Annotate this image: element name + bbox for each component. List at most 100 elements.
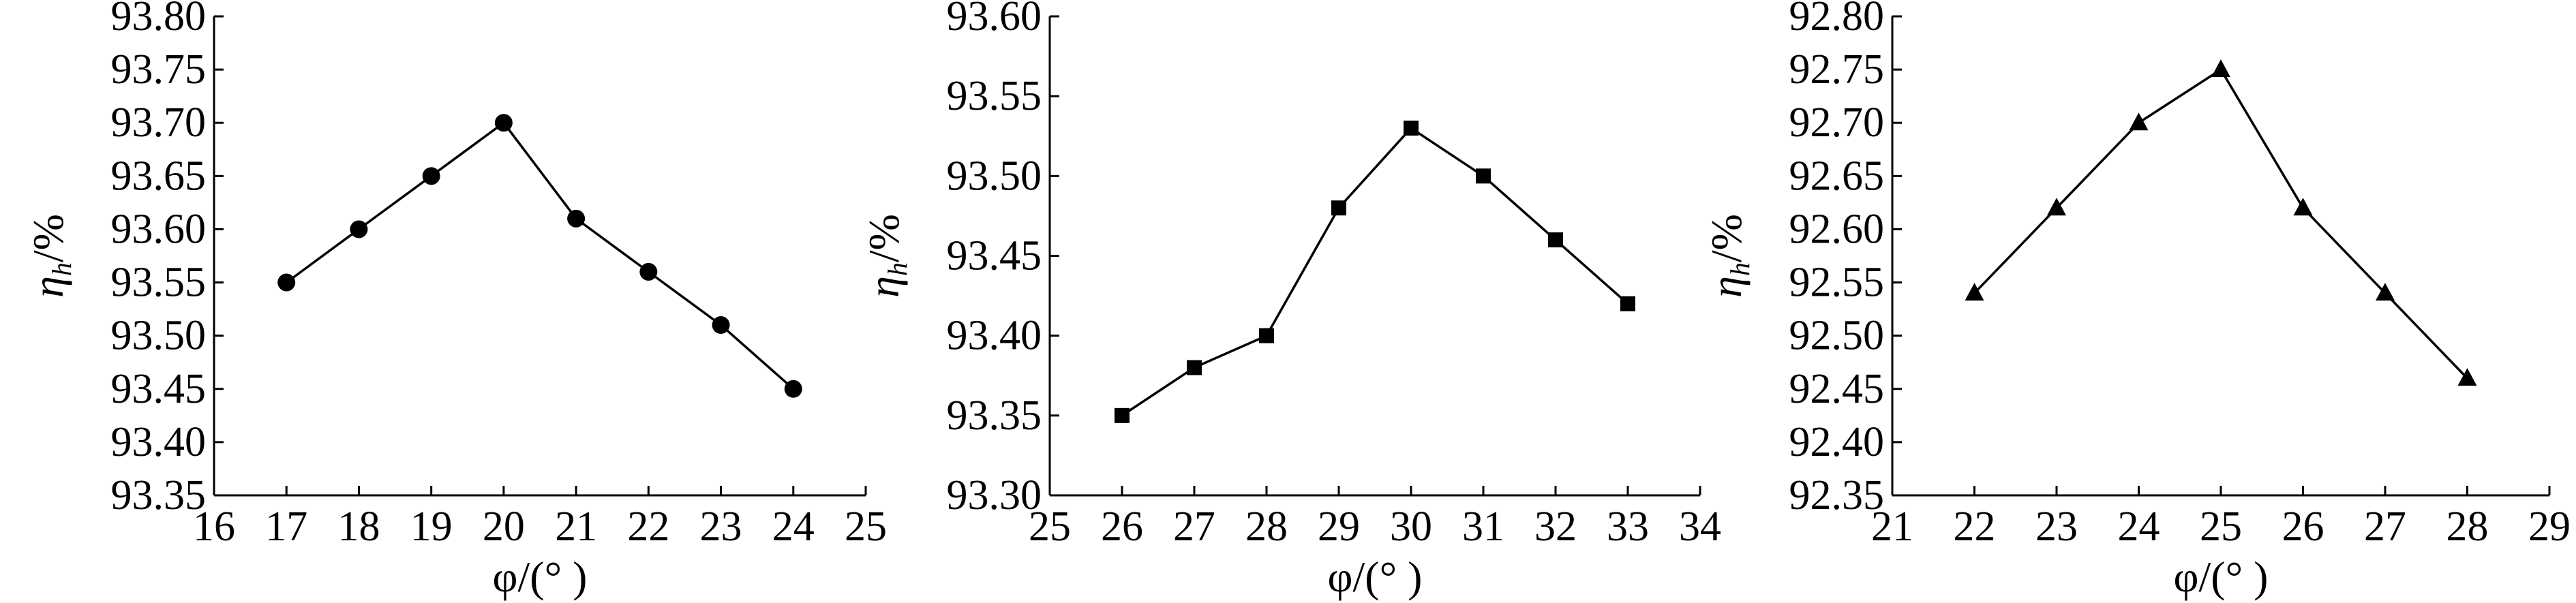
data-point-square: [1548, 232, 1563, 248]
x-tick-label: 17: [265, 504, 307, 550]
x-tick-label: 32: [1534, 504, 1577, 550]
data-point-circle: [639, 262, 658, 281]
x-tick-label: 20: [483, 504, 525, 550]
x-tick-label: 33: [1607, 504, 1649, 550]
y-tick-label: 93.35: [111, 472, 207, 519]
x-tick-label: 25: [1029, 504, 1071, 550]
x-tick-label: 28: [1245, 504, 1288, 550]
series-line: [286, 121, 794, 390]
y-tick-label: 93.35: [947, 392, 1042, 439]
y-tick-label: 93.60: [947, 0, 1042, 40]
x-tick-label: 29: [2528, 504, 2571, 550]
y-tick-label: 93.75: [111, 46, 207, 93]
y-tick-label: 92.75: [1789, 46, 1885, 93]
data-point-circle: [494, 114, 513, 132]
x-tick-label: 25: [845, 504, 887, 550]
y-tick-label: 93.30: [947, 472, 1042, 519]
y-tick-label: 92.70: [1789, 99, 1885, 146]
chart-panel-3: 92.35 92.40 92.45 92.50 92.55 92.60 92.65 92.70…: [1702, 0, 2571, 601]
chart-panel-1: 93.35 93.40 93.45 93.50 93.55 93.60 93.65 93.70…: [24, 0, 887, 601]
y-tick-label: 93.50: [947, 153, 1042, 199]
x-tick-label: 21: [555, 504, 597, 550]
y-axis-label: ηh/%: [1702, 214, 1755, 298]
x-tick-label: 19: [410, 504, 453, 550]
x-tick-label: 24: [2118, 504, 2160, 550]
chart-panel-2: 93.30 93.35 93.40 93.45 93.50 93.55 93.60 25 26 2…: [860, 0, 1721, 601]
y-axis-label-unit: /%: [24, 214, 72, 262]
data-point-triangle: [2376, 283, 2395, 301]
y-tick-label: 92.55: [1789, 260, 1885, 306]
y-tick-label: 93.65: [111, 153, 207, 199]
y-axis-label-subscript: h: [46, 262, 77, 276]
x-tick-label: 29: [1318, 504, 1360, 550]
x-axis-label: φ/(° ): [493, 553, 588, 601]
data-point-triangle: [2047, 198, 2066, 216]
data-point-circle: [784, 380, 802, 398]
y-axis-label-unit: /%: [860, 214, 908, 262]
x-axis-label: φ/(° ): [2174, 553, 2269, 601]
y-tick-label: 93.45: [111, 366, 207, 412]
data-point-square: [1259, 328, 1274, 343]
series-line: [1121, 126, 1629, 417]
y-axis-label-subscript: h: [1725, 262, 1755, 276]
y-tick-label: 92.40: [1789, 419, 1885, 465]
data-point-square: [1620, 296, 1635, 311]
y-axis-label-subscript: h: [882, 262, 913, 276]
x-tick-label: 24: [772, 504, 815, 550]
y-tick-label: 93.55: [111, 260, 207, 306]
y-axis-label-symbol: η: [24, 276, 72, 298]
y-tick-label: 93.60: [111, 206, 207, 252]
x-tick-label: 30: [1390, 504, 1432, 550]
x-tick-label: 34: [1679, 504, 1721, 550]
x-tick-label: 26: [1101, 504, 1143, 550]
x-tick-label: 16: [193, 504, 235, 550]
x-tick-label: 25: [2200, 504, 2242, 550]
data-point-triangle: [2457, 368, 2477, 386]
data-point-triangle: [1965, 283, 1984, 301]
y-axis-label: ηh/%: [24, 214, 77, 298]
series-line: [1973, 67, 2468, 380]
x-tick-label: 23: [2035, 504, 2078, 550]
data-point-circle: [712, 316, 730, 335]
x-tick-label: 27: [1173, 504, 1215, 550]
data-point-square: [1115, 407, 1130, 423]
y-tick-label: 92.45: [1789, 366, 1885, 412]
x-tick-label: 31: [1462, 504, 1504, 550]
y-tick-label: 93.45: [947, 233, 1042, 279]
data-point-square: [1404, 121, 1419, 136]
y-tick-label: 92.80: [1789, 0, 1885, 40]
y-tick-label: 93.40: [947, 313, 1042, 359]
data-point-triangle: [2211, 59, 2230, 78]
x-tick-label: 23: [700, 504, 742, 550]
x-tick-label: 28: [2446, 504, 2489, 550]
y-tick-label: 92.65: [1789, 153, 1885, 199]
y-axis-label-symbol: η: [860, 276, 908, 298]
y-axis-label-symbol: η: [1702, 276, 1751, 298]
y-axis-label: ηh/%: [860, 214, 913, 298]
x-tick-label: 18: [337, 504, 380, 550]
x-tick-label: 22: [627, 504, 669, 550]
y-tick-label: 93.55: [947, 73, 1042, 119]
data-point-circle: [350, 220, 368, 238]
data-point-circle: [277, 273, 296, 292]
y-tick-label: 92.35: [1789, 472, 1885, 519]
y-tick-label: 93.40: [111, 419, 207, 465]
data-point-circle: [567, 209, 586, 228]
data-point-triangle: [2129, 112, 2149, 131]
data-point-triangle: [2293, 198, 2313, 216]
y-tick-label: 92.60: [1789, 206, 1885, 252]
x-axis-label: φ/(° ): [1328, 553, 1423, 601]
x-tick-label: 27: [2364, 504, 2406, 550]
data-point-square: [1331, 200, 1346, 216]
x-tick-label: 21: [1871, 504, 1913, 550]
data-point-square: [1187, 360, 1202, 375]
y-tick-label: 93.50: [111, 313, 207, 359]
y-axis-label-unit: /%: [1702, 214, 1751, 262]
y-tick-label: 93.70: [111, 99, 207, 146]
x-tick-label: 26: [2282, 504, 2324, 550]
y-tick-label: 93.80: [111, 0, 207, 40]
data-point-square: [1476, 168, 1491, 184]
data-point-circle: [422, 167, 440, 185]
x-tick-label: 22: [1954, 504, 1996, 550]
